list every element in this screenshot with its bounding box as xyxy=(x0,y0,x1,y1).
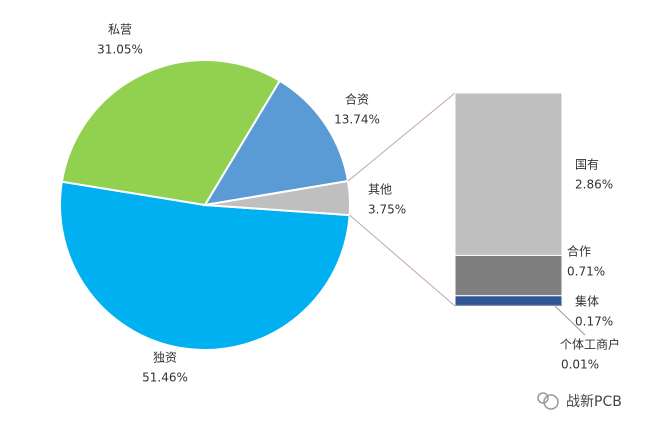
bar-segment xyxy=(454,295,563,306)
bar-segment xyxy=(454,254,563,297)
slice-value: 3.75% xyxy=(368,203,406,217)
bar-label: 国有 xyxy=(575,158,599,172)
slice-value: 31.05% xyxy=(97,43,143,57)
bar-segment xyxy=(455,305,562,306)
pie-slice xyxy=(59,180,351,351)
watermark: 战新PCB xyxy=(566,394,622,410)
bar-label: 个体工商户 xyxy=(560,337,620,352)
pie-slice xyxy=(204,179,351,217)
slice-label: 独资 xyxy=(153,351,177,365)
bar-value: 0.01% xyxy=(561,358,599,372)
pie-slice xyxy=(203,79,350,207)
slice-label: 合资 xyxy=(345,92,369,107)
bar-label: 集体 xyxy=(575,294,599,309)
connector xyxy=(347,92,456,182)
logo-icon xyxy=(537,392,549,404)
slice-value: 51.46% xyxy=(142,371,188,385)
logo-icon xyxy=(543,394,559,410)
bar-value: 2.86% xyxy=(575,178,613,192)
bar-segment xyxy=(454,92,563,256)
bar-label: 合作 xyxy=(567,244,591,259)
slice-label: 其他 xyxy=(368,183,392,197)
leader-line xyxy=(554,305,586,336)
slice-value: 13.74% xyxy=(334,113,380,127)
bar-value: 0.71% xyxy=(567,265,605,279)
bar-value: 0.17% xyxy=(575,315,613,329)
logo: 战新PCB xyxy=(537,392,622,410)
pie-slice xyxy=(60,59,282,207)
connector xyxy=(349,214,456,307)
slice-label: 私营 xyxy=(108,23,132,37)
